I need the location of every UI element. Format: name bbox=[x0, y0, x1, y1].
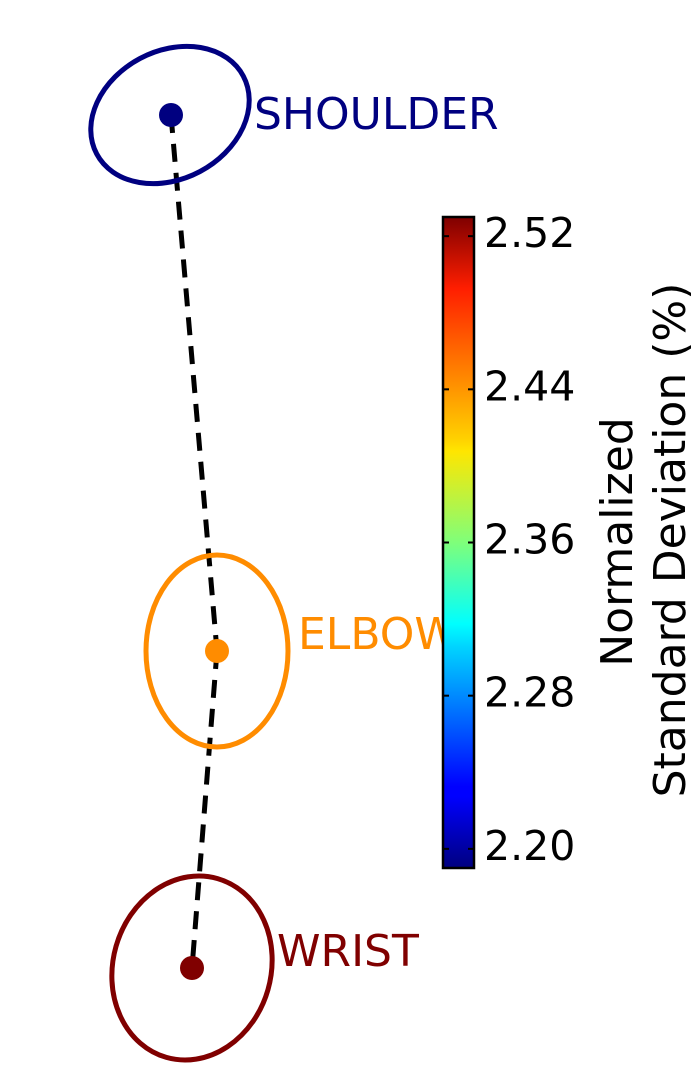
skeleton-connections bbox=[168, 114, 220, 969]
elbow-label: ELBOW bbox=[298, 609, 458, 660]
joint-shoulder: SHOULDER bbox=[88, 43, 499, 187]
colorbar-tick-label: 2.28 bbox=[484, 669, 575, 717]
shoulder-ellipse bbox=[88, 43, 252, 187]
shoulder-point bbox=[159, 103, 183, 127]
colorbar: 2.52 2.44 2.36 2.28 2.20 Normalized Standard… bbox=[441, 209, 696, 870]
wrist-point bbox=[180, 956, 204, 980]
shoulder-label: SHOULDER bbox=[254, 89, 499, 140]
elbow-point bbox=[205, 639, 229, 663]
colorbar-tick-label: 2.20 bbox=[484, 822, 575, 870]
connection-shoulder-elbow bbox=[168, 114, 220, 652]
elbow-ellipse bbox=[143, 552, 291, 750]
colorbar-tick-label: 2.44 bbox=[484, 362, 575, 410]
colorbar-label-line1: Normalized bbox=[592, 417, 643, 667]
wrist-label: WRIST bbox=[277, 926, 419, 977]
colorbar-label-line2: Standard Deviation (%) bbox=[645, 283, 696, 798]
joint-wrist: WRIST bbox=[109, 873, 419, 1063]
wrist-ellipse bbox=[109, 873, 275, 1063]
joint-elbow: ELBOW bbox=[143, 552, 458, 750]
colorbar-tick-label: 2.52 bbox=[484, 209, 575, 257]
colorbar-tick-label: 2.36 bbox=[484, 516, 575, 564]
connection-elbow-wrist bbox=[189, 650, 220, 969]
colorbar-ticks: 2.52 2.44 2.36 2.28 2.20 bbox=[443, 209, 575, 870]
